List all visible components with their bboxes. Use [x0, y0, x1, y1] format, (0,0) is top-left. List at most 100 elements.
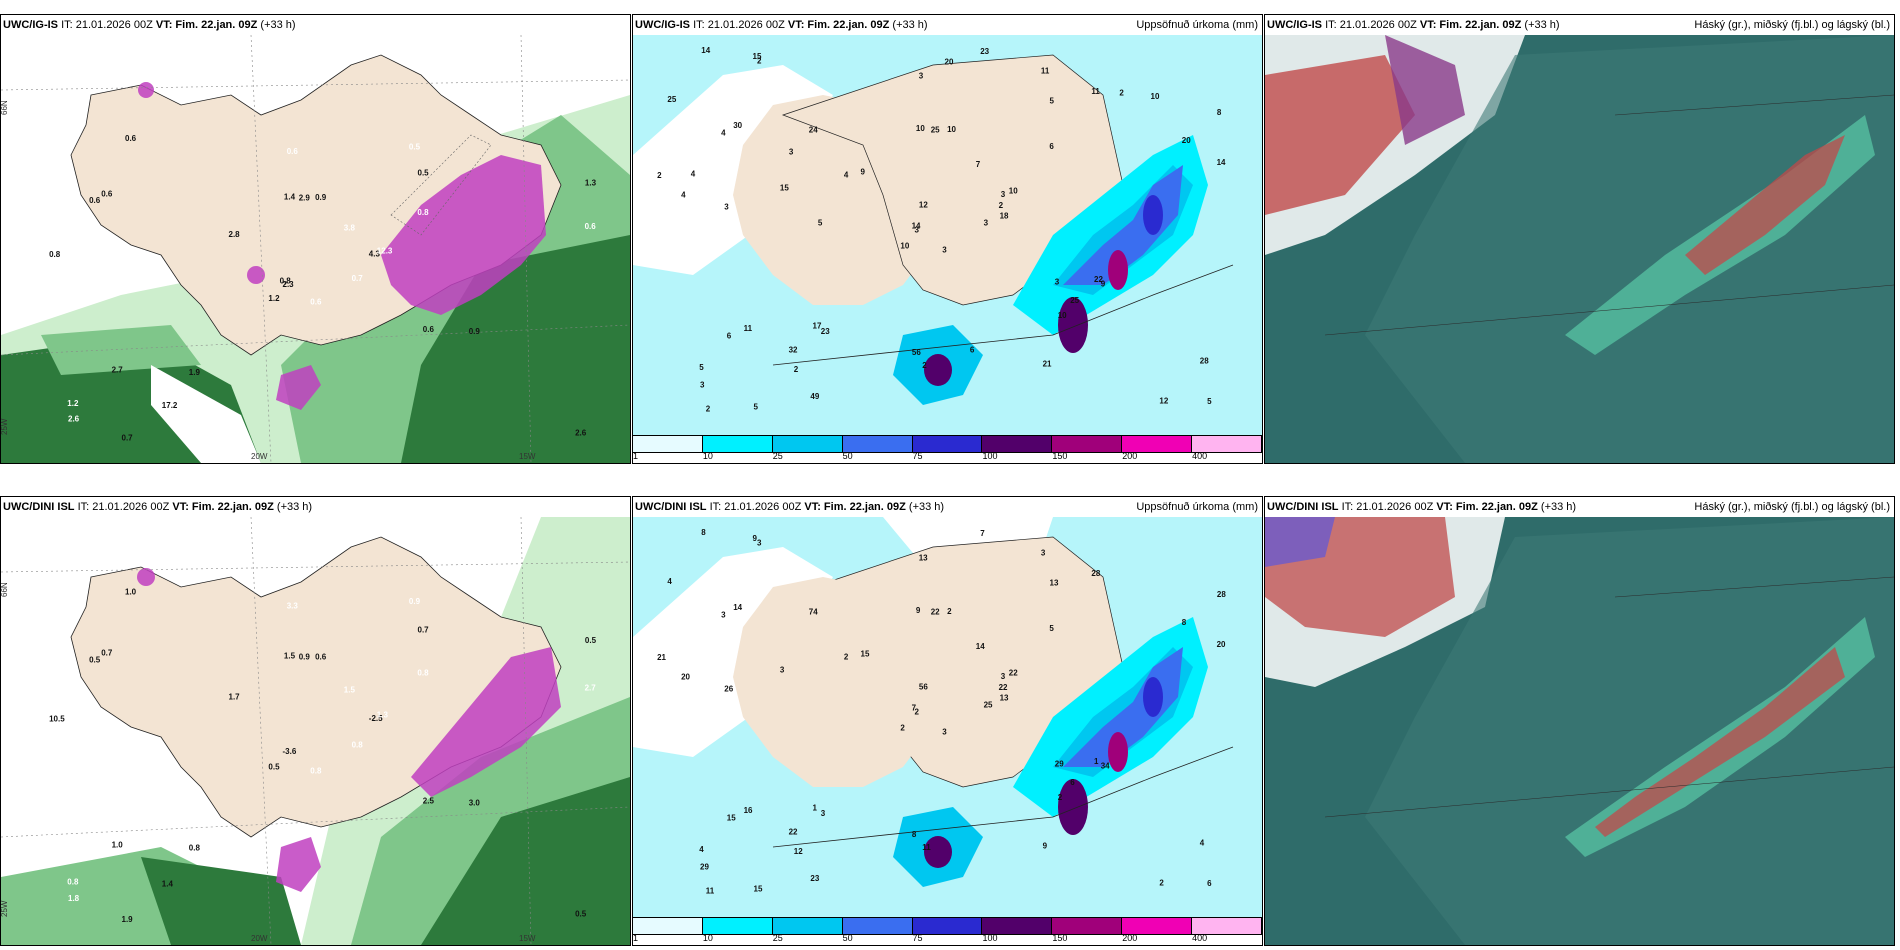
value-label: 20	[681, 673, 690, 682]
value-label: 6	[970, 345, 975, 354]
value-label: 7	[912, 703, 917, 712]
precip-legend-top: 1 10 25 50 75 100 150 200 400	[633, 435, 1262, 463]
value-label: 10	[1009, 187, 1018, 196]
value-label: 8	[1217, 108, 1222, 117]
legend-tick: 25	[772, 451, 783, 461]
value-label: 5	[1049, 624, 1054, 633]
value-label: 15	[861, 650, 870, 659]
value-label: 14	[1217, 158, 1226, 167]
map-accum-precip-top: 3 4 3 5 3 23 11 10 5 3 2 5 3 8 10 6 5 10 7 11 9 3 2 25 10 9 30 3 4 3 1…	[633, 35, 1262, 463]
value-label: 10	[1058, 311, 1067, 320]
value-label: 12.3	[377, 247, 393, 256]
value-label: 15	[727, 814, 736, 823]
value-label: 15	[754, 885, 763, 894]
value-label: 1.2	[268, 294, 280, 303]
value-label: 0.9	[409, 597, 421, 606]
value-label: 5	[1050, 97, 1055, 106]
value-label: 0.9	[469, 327, 481, 336]
value-label: 11	[1041, 66, 1050, 75]
value-label: 0.8	[280, 277, 292, 286]
legend-swatch	[633, 918, 703, 934]
legend-swatch	[702, 918, 773, 934]
value-label: 14	[976, 642, 985, 651]
panel-header: UWC/IG-IS IT: 21.01.2026 00Z VT: Fim. 22…	[1265, 15, 1894, 35]
lon-label-25w: 25W	[1, 418, 9, 435]
legend-swatch	[702, 436, 773, 452]
value-label: 1.3	[377, 711, 389, 720]
value-label: 10	[916, 124, 925, 133]
value-label: 12	[919, 201, 928, 210]
value-label: 24	[809, 126, 818, 135]
value-label: 0.5	[268, 763, 280, 772]
legend-tick: 10	[702, 933, 713, 943]
value-labels: 3324333213253626282515914161529122222341…	[657, 528, 1226, 896]
legend-swatch	[772, 436, 843, 452]
value-label: 3	[780, 666, 785, 675]
value-label: 0.9	[299, 653, 311, 662]
legend-tick: 1	[633, 933, 639, 943]
value-label: 3.3	[287, 602, 299, 611]
legend-swatch	[842, 918, 913, 934]
value-label: 4	[844, 170, 849, 179]
value-label: 11	[922, 843, 931, 852]
legend-tick: 200	[1122, 451, 1138, 461]
value-label: 9	[861, 168, 866, 177]
value-label: 6	[1207, 879, 1212, 888]
value-label: 3	[915, 225, 920, 234]
lon-label-15w: 15W	[519, 452, 536, 461]
value-label: 22	[1009, 669, 1018, 678]
value-label: 4	[681, 191, 686, 200]
value-label: 2.7	[585, 684, 597, 693]
value-label: 2.5	[423, 796, 435, 805]
value-label: 9	[916, 606, 921, 615]
value-label: 0.7	[122, 433, 134, 442]
value-label: 2.6	[68, 414, 80, 423]
map-clouds-bottom	[1265, 517, 1894, 945]
value-label: 1.9	[122, 915, 134, 924]
legend-tick: 150	[1052, 451, 1068, 461]
legend-swatch	[982, 918, 1053, 934]
value-label: 5	[754, 403, 759, 412]
panel-header: UWC/IG-IS IT: 21.01.2026 00Z VT: Fim. 22…	[633, 15, 1262, 35]
value-label: 3	[942, 246, 947, 255]
precip-legend-bottom: 1 10 25 50 75 100 150 200 400	[633, 917, 1262, 945]
panel-bottom-left: UWC/DINI ISL IT: 21.01.2026 00Z VT: Fim.…	[0, 496, 631, 946]
value-label: 21	[657, 653, 666, 662]
value-label: 2	[794, 365, 799, 374]
map-precip-type-bottom: 66N 20W 15W 25W 0.8 0.5 -3.6 0.8 -2.5 0.8 0.9 0…	[1, 517, 630, 945]
value-label: 22	[789, 827, 798, 836]
value-label: 8	[701, 528, 706, 537]
value-label: 1.5	[284, 651, 296, 660]
value-labels: 3435323111053253810651071193225109303431…	[657, 46, 1226, 414]
value-label: 13	[919, 553, 928, 562]
legend-swatch	[912, 436, 983, 452]
value-label: 0.8	[417, 208, 429, 217]
legend-swatch	[1052, 918, 1123, 934]
lon-label-20w: 20W	[251, 934, 268, 943]
value-label: 0.6	[423, 325, 435, 334]
value-label: 0.8	[417, 668, 429, 677]
value-label: 3	[1055, 277, 1060, 286]
value-label: 1.0	[112, 841, 124, 850]
value-label: 0.6	[315, 652, 327, 661]
value-label: 1.3	[585, 179, 597, 188]
value-label: 3	[919, 71, 924, 80]
value-label: 10	[947, 125, 956, 134]
value-label: 4	[691, 170, 696, 179]
value-label: 1.4	[162, 879, 174, 888]
panel-top-mid: UWC/IG-IS IT: 21.01.2026 00Z VT: Fim. 22…	[632, 14, 1263, 464]
value-label: 0.6	[585, 222, 597, 231]
value-label: 0.5	[575, 910, 587, 919]
value-label: 3.1	[92, 260, 104, 269]
legend-tick: 200	[1122, 933, 1138, 943]
value-label: 0.9	[315, 193, 327, 202]
map-clouds-top	[1265, 35, 1894, 463]
value-label: 4	[667, 577, 672, 586]
value-label: 32	[789, 345, 798, 354]
value-label: 10	[900, 242, 909, 251]
legend-swatch	[1192, 436, 1262, 452]
value-label: 3	[1001, 672, 1006, 681]
value-label: 3	[984, 218, 989, 227]
value-label: 12	[794, 847, 803, 856]
lat-label: 66N	[1, 100, 9, 115]
